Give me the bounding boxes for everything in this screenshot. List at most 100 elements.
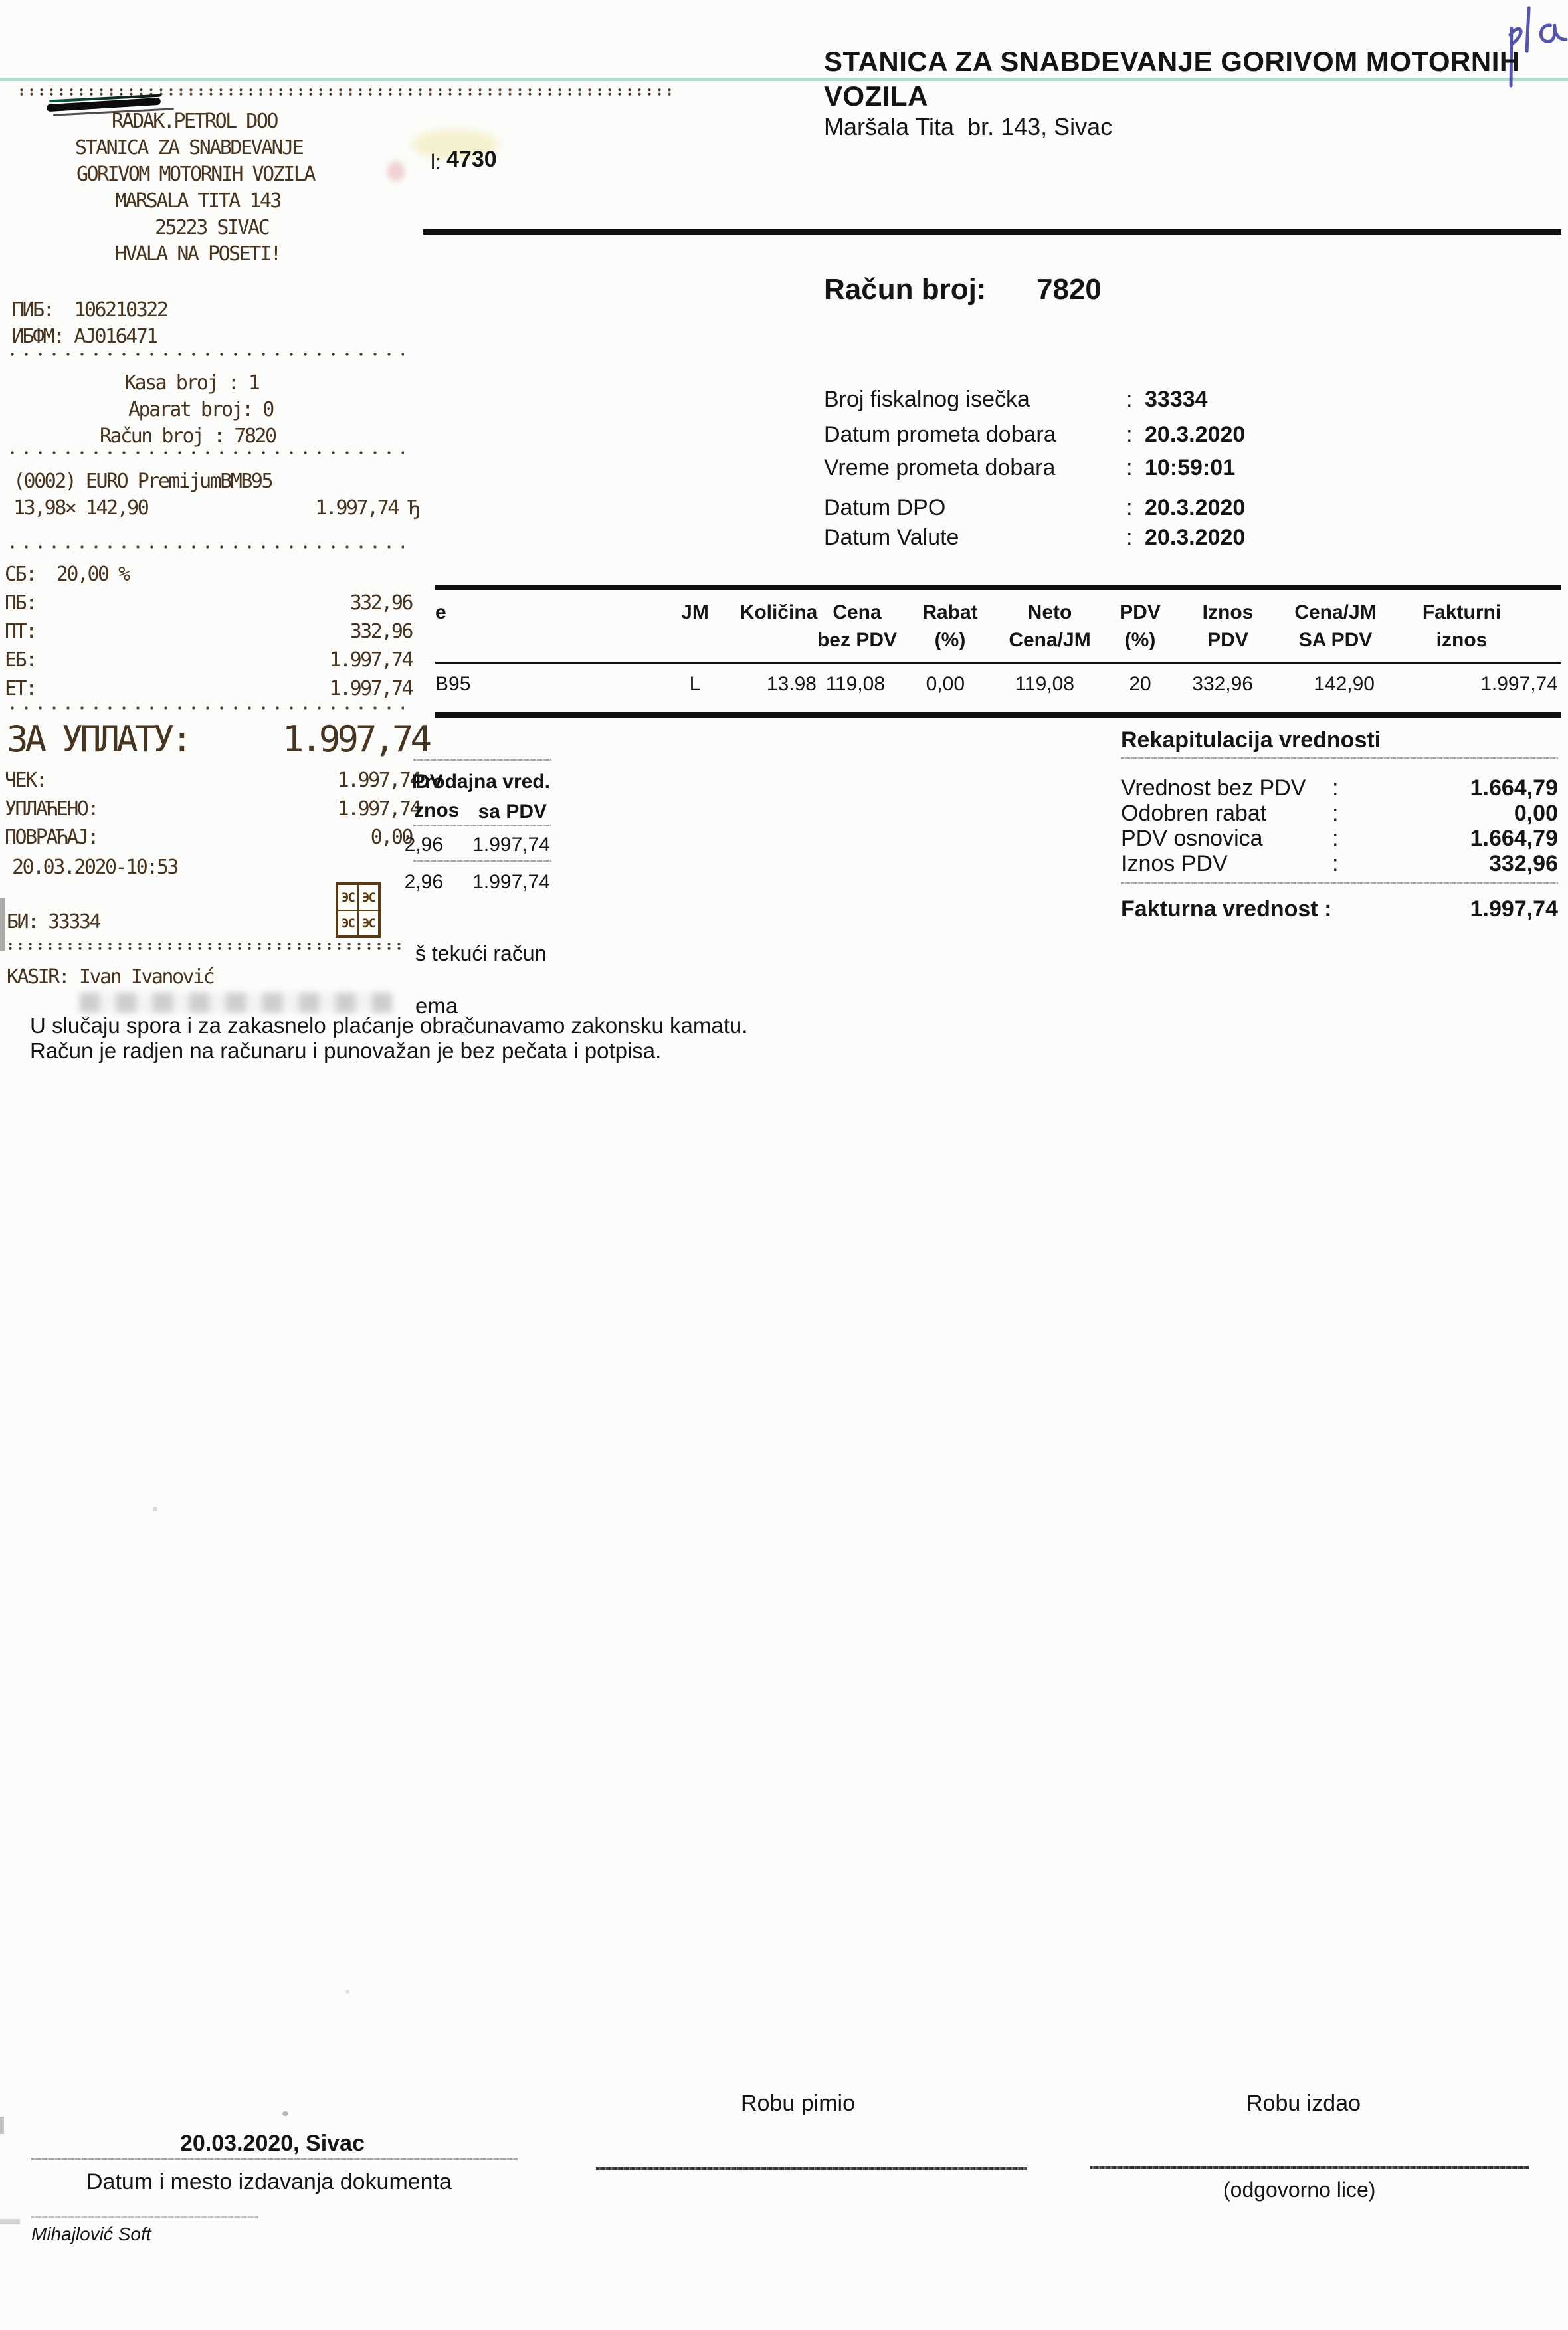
table-header: bez PDV	[817, 629, 898, 651]
info-colon: :	[1126, 455, 1133, 480]
receipt-ibfm-line: ИБФМ: AJ016471	[12, 325, 158, 348]
rekap-label: Iznos PDV	[1121, 851, 1228, 876]
receipt-company-name: RADAK.PETROL DOO	[112, 110, 278, 133]
info-value: 20.3.2020	[1145, 495, 1246, 520]
receipt-dotted-separator	[5, 942, 404, 951]
item-pdv-pct: 20	[1129, 673, 1151, 695]
info-value: 20.3.2020	[1145, 525, 1246, 550]
receipt-tax-label: ЕБ:	[5, 648, 37, 672]
info-colon: :	[1126, 422, 1133, 447]
item-rabat: 0,00	[926, 673, 965, 695]
rekap-label: Vrednost bez PDV	[1121, 775, 1306, 801]
partial-table-rule	[413, 759, 551, 761]
receipt-racun-line: Račun broj : 7820	[100, 425, 277, 448]
table-header: Količina	[739, 601, 818, 623]
item-kolicina: 13.98	[766, 673, 817, 695]
table-bottom-rule	[435, 712, 1561, 718]
rekap-colon: :	[1332, 801, 1339, 826]
table-header: Iznos	[1202, 601, 1254, 623]
partial-table-rule	[413, 825, 551, 826]
info-label: Datum Valute	[824, 525, 959, 550]
info-colon: :	[1126, 525, 1133, 550]
info-colon: :	[1126, 495, 1133, 520]
yellow-smudge	[412, 130, 498, 159]
receipt-top-dotted-line	[17, 88, 674, 96]
table-header: SA PDV	[1298, 629, 1373, 651]
ink-speck	[282, 2111, 288, 2116]
receipt-total-value: 1.997,74	[282, 718, 432, 760]
receipt-company-line: STANICA ZA SNABDEVANJE	[75, 136, 304, 159]
pink-smudge	[387, 161, 405, 181]
table-top-rule	[435, 585, 1561, 590]
item-neto-cena: 119,08	[1015, 673, 1074, 695]
goods-received-label: Robu pimio	[741, 2091, 855, 2116]
receipt-tax-value: 332,96	[349, 591, 414, 615]
receipt-city-line: 25223 SIVAC	[155, 216, 270, 239]
receipt-line-total: 1.997,74 Ђ	[315, 496, 420, 520]
partial-value: 2,96	[404, 871, 443, 893]
receipt-thanks-line: HVALA NA POSETI!	[115, 243, 282, 266]
partial-header-sa-pdv: sa PDV	[478, 801, 547, 823]
scan-edge-mark	[0, 898, 5, 951]
ink-speck	[153, 1507, 157, 1511]
item-fakturni-iznos: 1.997,74	[1480, 673, 1558, 695]
legal-line: Račun je radjen na računaru i punovažan …	[30, 1038, 662, 1063]
goods-issued-label: Robu izdao	[1246, 2091, 1361, 2116]
rekap-label: Odobren rabat	[1121, 801, 1267, 826]
legal-line: U slučaju spora i za zakasnelo plaćanje …	[30, 1013, 748, 1038]
payment-method-fragment: š tekući račun	[415, 941, 547, 965]
receipt-dotted-separator	[5, 545, 404, 549]
item-iznos-pdv: 332,96	[1192, 673, 1253, 695]
company-name-line2: VOZILA	[824, 80, 928, 112]
rekap-title: Rekapitulacija vrednosti	[1121, 728, 1381, 753]
note-fragment: ema	[415, 993, 458, 1018]
fiscal-logo: ЭС ЭС ЭС ЭС	[336, 882, 381, 938]
partial-header-iznos-fragment: znos	[414, 799, 460, 821]
ink-speck	[345, 1990, 349, 1994]
receipt-item-line: (0002) EURO PremijumBMB95	[13, 470, 274, 493]
invoice-number-value: 7820	[1036, 273, 1102, 306]
rekap-colon: :	[1332, 851, 1339, 876]
receipt-datetime: 20.03.2020-10:53	[12, 856, 179, 879]
footer-date-place: 20.03.2020, Sivac	[180, 2131, 365, 2156]
info-value: 33334	[1145, 387, 1208, 412]
table-header: Cena/JM	[1009, 629, 1091, 651]
blurred-text-smudge	[80, 993, 392, 1013]
rekap-label: PDV osnovica	[1121, 826, 1263, 851]
item-name-fragment: B95	[435, 673, 471, 695]
invoice-number-label: Račun broj:	[824, 273, 987, 306]
receipt-cashier-line: KASIR: Ivan Ivanović	[7, 965, 215, 989]
receipt-tax-label: ЕТ:	[5, 677, 37, 700]
rekap-value: 0,00	[1514, 801, 1558, 826]
partial-value: 2,96	[404, 834, 443, 856]
table-header-rule	[435, 662, 1561, 664]
info-colon: :	[1126, 387, 1133, 412]
partial-table-rule	[413, 860, 551, 862]
header-rule	[423, 229, 1561, 235]
partial-header-prodajna: Prodajna vred.	[411, 771, 550, 793]
rekap-value: 332,96	[1489, 851, 1558, 876]
receipt-pay-value: 1.997,74	[337, 769, 422, 792]
receipt-address-line: MARSALA TITA 143	[115, 189, 282, 213]
rekap-rule	[1121, 882, 1558, 884]
table-header: (%)	[934, 629, 966, 651]
table-header: PDV	[1207, 629, 1248, 651]
tel-number: 4730	[446, 147, 497, 172]
table-header: (%)	[1124, 629, 1156, 651]
table-header: Fakturni	[1422, 601, 1502, 623]
receipt-pay-value: 0,00	[370, 826, 414, 849]
rekap-value: 1.664,79	[1470, 775, 1558, 801]
receipt-pay-label: ПОВРАЋАЈ:	[5, 826, 100, 849]
rekap-value: 1.664,79	[1470, 826, 1558, 851]
receipt-kasa-line: Kasa broj : 1	[124, 371, 260, 395]
responsible-person-caption: (odgovorno lice)	[1223, 2178, 1376, 2202]
receipt-dotted-separator	[5, 450, 404, 455]
table-header: Cena/JM	[1294, 601, 1377, 623]
info-label: Datum prometa dobara	[824, 422, 1056, 447]
receipt-pib-line: ПИБ: 106210322	[12, 298, 169, 322]
receipt-total-label: ЗА УПЛАТУ:	[7, 718, 193, 760]
footer-vendor-rule	[31, 2216, 258, 2218]
table-header: JM	[681, 601, 709, 623]
fiscal-logo-cell: ЭС	[358, 910, 379, 936]
